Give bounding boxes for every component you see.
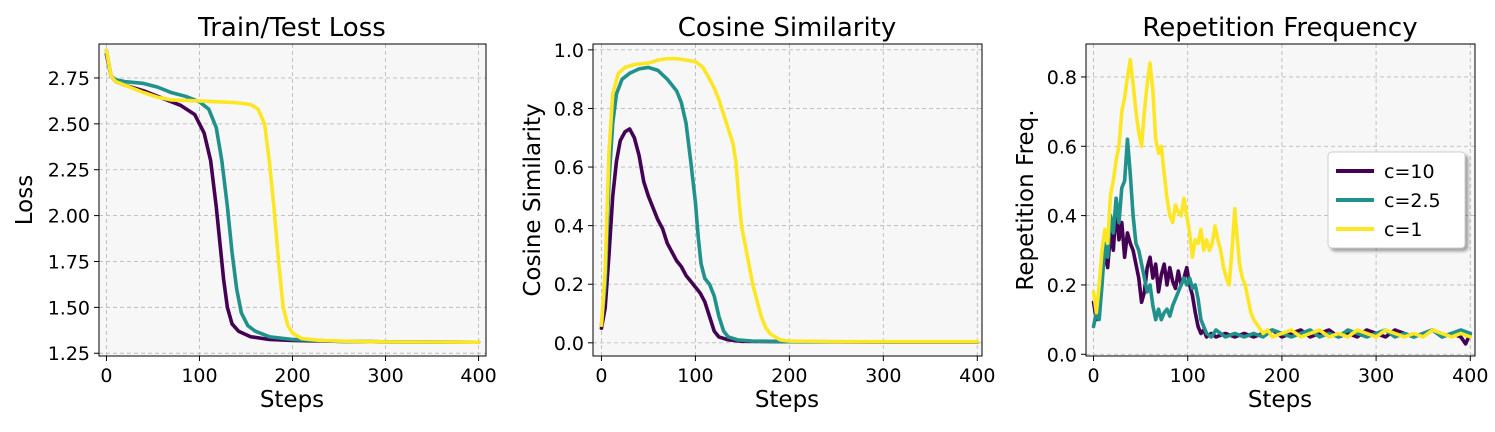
chart-title: Cosine Similarity (678, 13, 897, 43)
y-tick-label: 1.25 (48, 343, 90, 365)
cosine-panel: 0 100 200 300 400 0.0 0.2 0.4 0.6 0.8 1.0 Cosine S… (520, 13, 995, 413)
x-axis-label: Steps (260, 387, 324, 413)
y-tick-label: 0.6 (1047, 136, 1077, 158)
y-tick-label: 2.50 (48, 114, 90, 136)
x-axis-label: Steps (1248, 387, 1312, 413)
series-line-c=2.5 (1091, 137, 1473, 339)
x-tick-label: 0 (100, 365, 112, 387)
x-tick-label: 400 (959, 365, 995, 387)
y-tick-label: 0.6 (554, 157, 584, 179)
y-tick-label: 2.25 (48, 160, 90, 182)
series-lines (1091, 57, 1473, 346)
y-tick-label: 0.2 (1047, 275, 1077, 297)
x-tick-label: 300 (367, 365, 403, 387)
y-tick-label: 0.0 (554, 333, 584, 355)
legend: c=10 c=2.5 c=1 (1327, 151, 1466, 249)
y-axis-label: Repetition Freq. (1013, 109, 1039, 290)
series-line-c=10 (599, 127, 980, 344)
series-lines (104, 48, 481, 345)
legend-label: c=10 (1384, 161, 1435, 183)
y-tick-label: 1.75 (48, 251, 90, 273)
tick-marks: 0 100 200 300 400 0.0 0.2 0.4 0.6 0.8 1.0 (554, 40, 996, 387)
y-tick-label: 2.00 (48, 206, 90, 228)
y-tick-label: 0.2 (554, 274, 584, 296)
chart-title: Repetition Frequency (1142, 13, 1417, 43)
y-tick-label: 1.0 (554, 40, 584, 62)
series-line-c=2.5 (104, 48, 481, 345)
tick-marks: 0 100 200 300 400 1.25 1.50 1.75 2.00 2.25 2.50 2.7… (48, 68, 497, 387)
y-axis-label: Cosine Similarity (520, 103, 546, 296)
y-tick-label: 0.8 (1047, 67, 1077, 89)
x-tick-label: 300 (1358, 365, 1394, 387)
repetition-panel: 0 100 200 300 400 0.0 0.2 0.4 0.6 0.8 Repetition … (1013, 13, 1488, 413)
x-tick-label: 200 (274, 365, 310, 387)
series-line-c=1 (104, 48, 481, 345)
legend-label: c=1 (1384, 219, 1422, 241)
tick-marks: 0 100 200 300 400 0.0 0.2 0.4 0.6 0.8 (1047, 67, 1489, 387)
series-line-c=10 (1091, 206, 1473, 346)
y-tick-label: 1.50 (48, 297, 90, 319)
series-line-c=1 (1091, 57, 1473, 339)
series-line-c=2.5 (599, 65, 980, 344)
loss-panel: 0 100 200 300 400 1.25 1.50 1.75 2.00 2.25 2.50 2.7… (12, 13, 497, 413)
y-tick-label: 0.0 (1047, 344, 1077, 366)
x-tick-label: 400 (460, 365, 496, 387)
y-tick-label: 0.8 (554, 98, 584, 120)
x-tick-label: 400 (1452, 365, 1488, 387)
legend-box (1327, 151, 1466, 249)
x-tick-label: 200 (771, 365, 807, 387)
x-tick-label: 100 (181, 365, 217, 387)
y-tick-label: 0.4 (554, 216, 584, 238)
y-tick-label: 2.75 (48, 68, 90, 90)
y-tick-label: 0.4 (1047, 206, 1077, 228)
y-axis-label: Loss (12, 175, 38, 225)
x-tick-label: 100 (1170, 365, 1206, 387)
legend-label: c=2.5 (1384, 190, 1441, 212)
plot-frame (1085, 43, 1476, 357)
x-tick-label: 0 (595, 365, 607, 387)
chart-title: Train/Test Loss (197, 13, 386, 43)
x-tick-label: 100 (677, 365, 713, 387)
x-tick-label: 300 (865, 365, 901, 387)
x-tick-label: 0 (1087, 365, 1099, 387)
plot-frame (592, 43, 983, 357)
x-tick-label: 200 (1264, 365, 1300, 387)
series-line-c=1 (599, 56, 980, 344)
grid (99, 44, 486, 356)
x-axis-label: Steps (755, 387, 819, 413)
plot-area (593, 44, 982, 356)
series-lines (599, 56, 980, 344)
